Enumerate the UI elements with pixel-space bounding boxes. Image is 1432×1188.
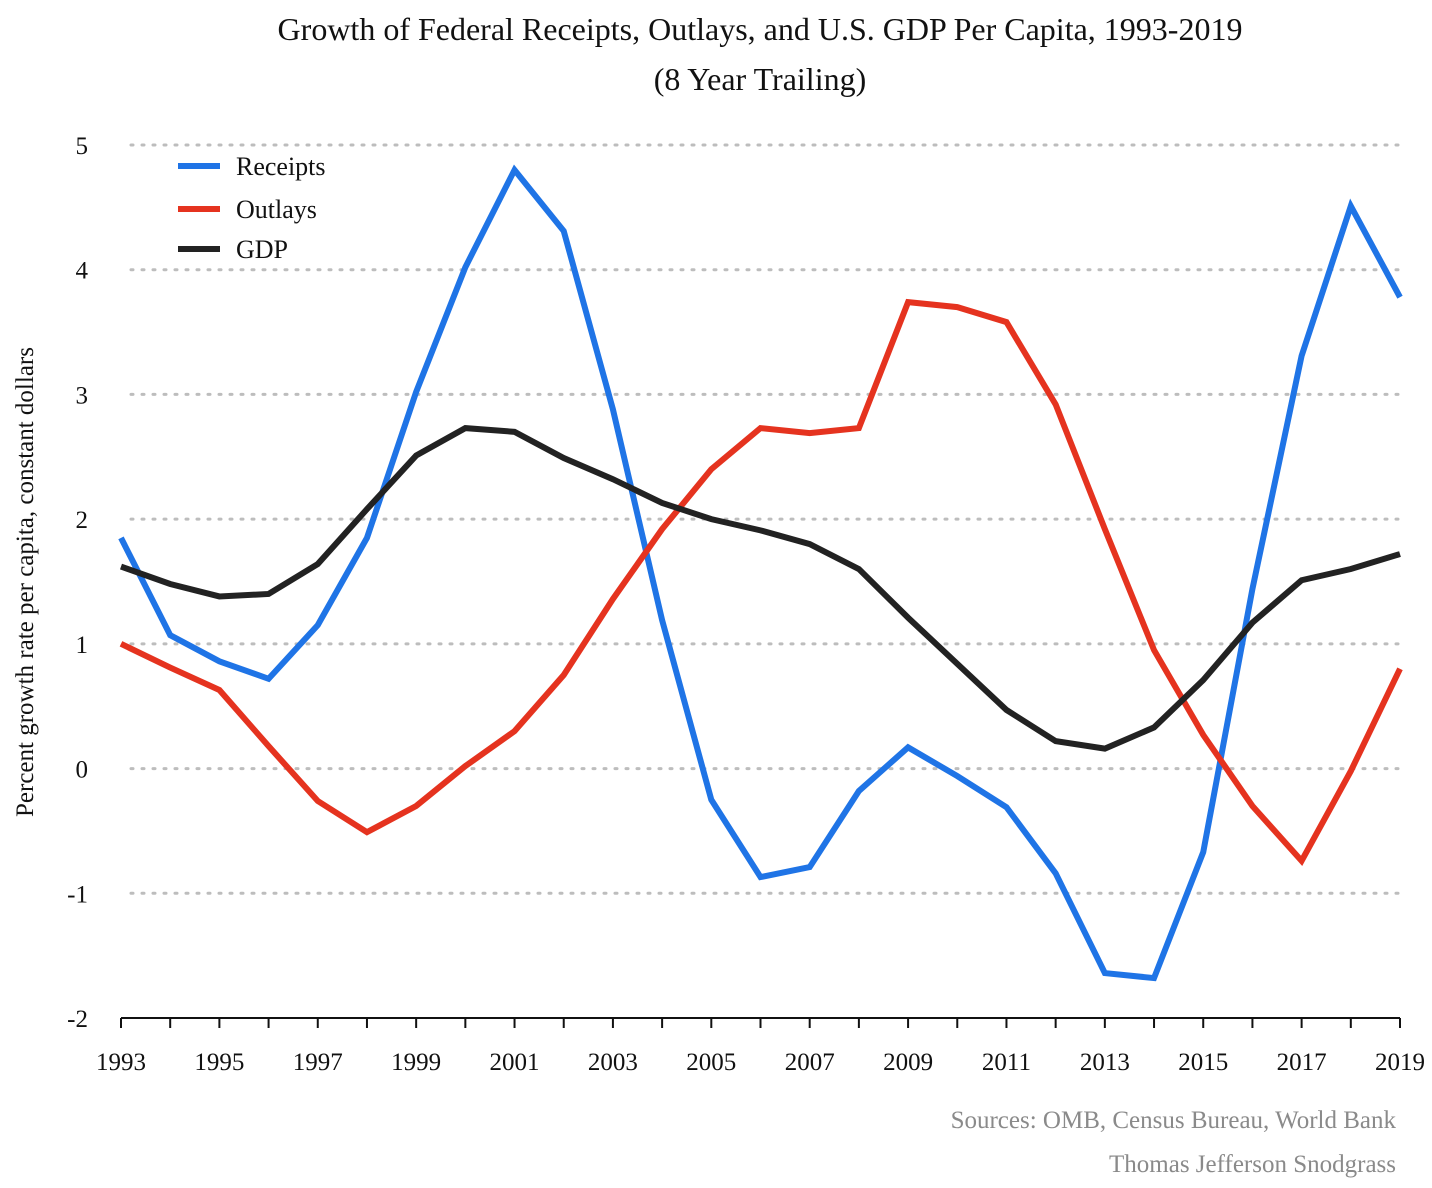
x-axis: 1993 1995 1997 1999 2001 2003 2005 2007 2009 2011…	[96, 1017, 1425, 1076]
sources-note: Sources: OMB, Census Bureau, World Bank	[951, 1107, 1397, 1134]
chart-title: Growth of Federal Receipts, Outlays, and…	[278, 11, 1243, 47]
legend-label-receipts: Receipts	[236, 152, 326, 181]
y-tick-label: -1	[67, 881, 88, 908]
y-axis: 5 4 3 2 1 0 -1 -2	[67, 133, 88, 1033]
gridlines	[129, 143, 1402, 895]
y-tick-label: 2	[76, 507, 89, 534]
y-axis-label: Percent growth rate per capita, constant…	[12, 347, 39, 817]
x-tick-label: 1997	[293, 1049, 343, 1076]
x-tick-label: 2007	[785, 1049, 835, 1076]
y-tick-label: 4	[76, 258, 89, 285]
x-tick-label: 2001	[490, 1049, 540, 1076]
y-tick-label: 5	[76, 133, 89, 160]
legend: Receipts Outlays GDP	[178, 152, 326, 264]
x-tick-label: 2011	[982, 1049, 1031, 1076]
x-tick-label: 2009	[883, 1049, 933, 1076]
x-tick-label: 2005	[686, 1049, 736, 1076]
legend-label-gdp: GDP	[236, 235, 288, 264]
x-tick-label: 2003	[588, 1049, 638, 1076]
author-credit: Thomas Jefferson Snodgrass	[1109, 1151, 1396, 1178]
y-tick-label: 1	[76, 632, 89, 659]
series-line-gdp	[119, 425, 1401, 752]
y-tick-label: 0	[76, 757, 89, 784]
series-lines	[118, 164, 1403, 982]
x-tick-label: 2013	[1080, 1049, 1130, 1076]
series-line-outlays	[119, 298, 1403, 867]
x-tick-label: 2015	[1178, 1049, 1228, 1076]
x-tick-label: 1995	[194, 1049, 244, 1076]
series-line-receipts	[118, 164, 1403, 982]
chart-subtitle: (8 Year Trailing)	[654, 61, 866, 97]
y-tick-label: -2	[67, 1006, 88, 1033]
legend-label-outlays: Outlays	[236, 195, 317, 224]
x-tick-label: 2019	[1375, 1049, 1425, 1076]
x-tick-label: 1999	[391, 1049, 441, 1076]
x-tick-label: 1993	[96, 1049, 146, 1076]
x-tick-label: 2017	[1277, 1049, 1327, 1076]
y-tick-label: 3	[76, 382, 89, 409]
